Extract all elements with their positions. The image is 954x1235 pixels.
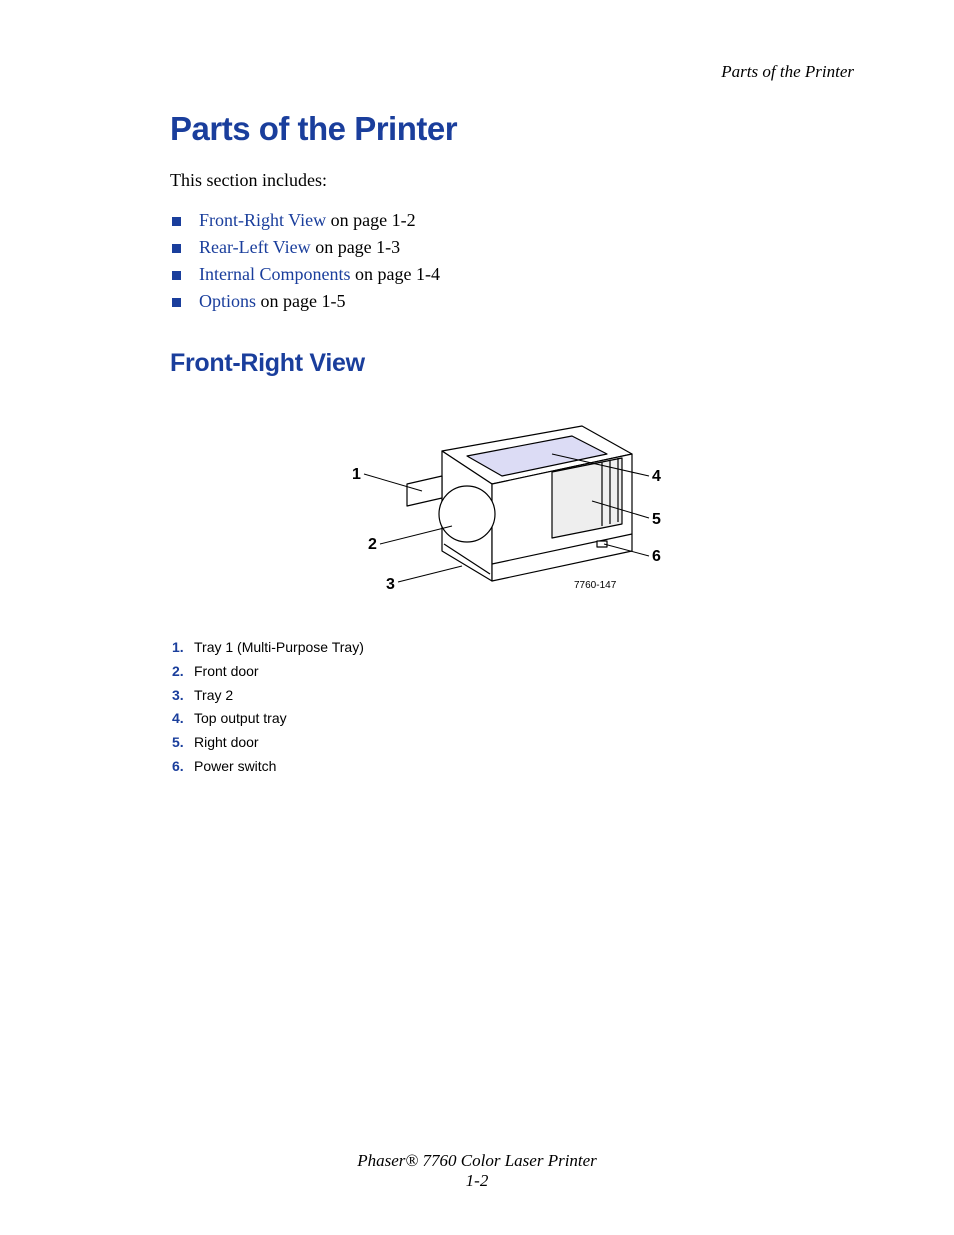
legend-text: Tray 2 bbox=[194, 684, 233, 708]
toc-link[interactable]: Options bbox=[199, 291, 256, 311]
legend-num: 3. bbox=[172, 684, 194, 708]
legend-num: 1. bbox=[172, 636, 194, 660]
legend-text: Right door bbox=[194, 731, 259, 755]
printer-diagram-svg bbox=[352, 406, 672, 616]
legend-item: 4.Top output tray bbox=[172, 707, 854, 731]
toc-suffix: on page 1-3 bbox=[311, 237, 400, 257]
toc-suffix: on page 1-5 bbox=[256, 291, 345, 311]
callout-4: 4 bbox=[652, 468, 661, 486]
section-heading: Front-Right View bbox=[170, 349, 854, 378]
legend-num: 2. bbox=[172, 660, 194, 684]
legend-text: Power switch bbox=[194, 755, 276, 779]
figure-container: 1 2 3 4 5 6 7760-147 bbox=[170, 406, 854, 616]
toc-link[interactable]: Front-Right View bbox=[199, 210, 326, 230]
bullet-icon bbox=[172, 244, 181, 253]
toc-item: Options on page 1-5 bbox=[170, 288, 854, 315]
legend-item: 1.Tray 1 (Multi-Purpose Tray) bbox=[172, 636, 854, 660]
running-header: Parts of the Printer bbox=[721, 62, 854, 82]
footer-product: Phaser® 7760 Color Laser Printer bbox=[0, 1151, 954, 1171]
bullet-icon bbox=[172, 217, 181, 226]
toc-suffix: on page 1-2 bbox=[326, 210, 415, 230]
legend-num: 6. bbox=[172, 755, 194, 779]
legend-item: 6.Power switch bbox=[172, 755, 854, 779]
toc-item: Rear-Left View on page 1-3 bbox=[170, 234, 854, 261]
legend-list: 1.Tray 1 (Multi-Purpose Tray) 2.Front do… bbox=[170, 636, 854, 779]
footer-page-number: 1-2 bbox=[0, 1171, 954, 1191]
legend-num: 5. bbox=[172, 731, 194, 755]
legend-num: 4. bbox=[172, 707, 194, 731]
toc-suffix: on page 1-4 bbox=[350, 264, 439, 284]
page: Parts of the Printer Parts of the Printe… bbox=[0, 0, 954, 1235]
toc-list: Front-Right View on page 1-2 Rear-Left V… bbox=[170, 207, 854, 315]
callout-1: 1 bbox=[352, 466, 361, 484]
callout-6: 6 bbox=[652, 548, 661, 566]
legend-item: 3.Tray 2 bbox=[172, 684, 854, 708]
legend-text: Front door bbox=[194, 660, 259, 684]
intro-text: This section includes: bbox=[170, 170, 854, 191]
bullet-icon bbox=[172, 298, 181, 307]
page-title: Parts of the Printer bbox=[170, 110, 854, 148]
bullet-icon bbox=[172, 271, 181, 280]
legend-item: 5.Right door bbox=[172, 731, 854, 755]
toc-item: Front-Right View on page 1-2 bbox=[170, 207, 854, 234]
legend-item: 2.Front door bbox=[172, 660, 854, 684]
callout-2: 2 bbox=[368, 536, 377, 554]
legend-text: Top output tray bbox=[194, 707, 287, 731]
toc-link[interactable]: Internal Components bbox=[199, 264, 350, 284]
figure-code: 7760-147 bbox=[574, 580, 616, 591]
toc-item: Internal Components on page 1-4 bbox=[170, 261, 854, 288]
legend-text: Tray 1 (Multi-Purpose Tray) bbox=[194, 636, 364, 660]
page-footer: Phaser® 7760 Color Laser Printer 1-2 bbox=[0, 1151, 954, 1191]
callout-5: 5 bbox=[652, 511, 661, 529]
printer-figure: 1 2 3 4 5 6 7760-147 bbox=[352, 406, 672, 616]
callout-3: 3 bbox=[386, 576, 395, 594]
toc-link[interactable]: Rear-Left View bbox=[199, 237, 311, 257]
